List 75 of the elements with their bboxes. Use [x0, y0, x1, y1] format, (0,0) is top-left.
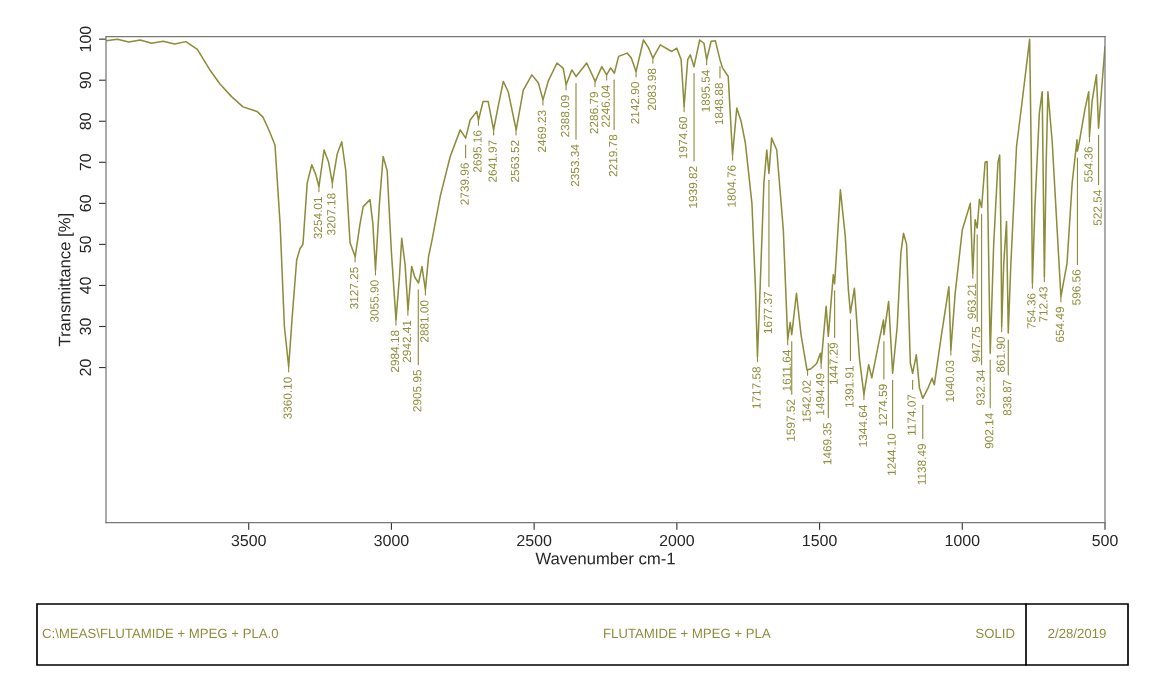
x-tick-label: 3500: [231, 534, 266, 547]
annotation: 754.36: [1027, 293, 1036, 329]
annotation: 522.54: [1093, 189, 1102, 226]
annotation: 554.36: [1084, 146, 1093, 183]
annotation: 1174.07: [907, 394, 916, 435]
annotation: 1974.60: [678, 116, 688, 159]
annotation: 947.75: [972, 326, 981, 362]
y-tick-label: 60: [79, 195, 92, 212]
annotation: 3127.25: [349, 267, 359, 309]
annotation: 2695.16: [473, 130, 482, 173]
annotation: 2984.18: [390, 330, 400, 372]
annotation: 1274.59: [878, 384, 888, 426]
annotation: 1494.49: [815, 373, 825, 415]
y-tick-label: 90: [79, 71, 92, 89]
x-axis-title: Wavenumber cm-1: [535, 552, 675, 565]
x-tick-label: 500: [1092, 534, 1118, 547]
annotation: 2469.23: [537, 110, 547, 152]
x-tick-label: 2000: [659, 534, 694, 547]
y-tick-label: 100: [79, 26, 92, 52]
y-tick-label: 40: [79, 277, 92, 294]
annotation: 596.56: [1072, 269, 1081, 305]
annotation: 2388.09: [560, 95, 570, 137]
annotation: 2563.52: [510, 140, 520, 182]
annotation: 3207.18: [327, 193, 336, 236]
text: FLUTAMIDE + MPEG + PLA: [604, 628, 771, 639]
annotation: 1344.64: [858, 404, 868, 447]
annotation: 1597.52: [786, 399, 795, 441]
y-axis-title: Transmittance [%]: [58, 214, 74, 347]
annotation: 1717.58: [752, 366, 761, 409]
annotation: 3254.01: [313, 197, 323, 239]
annotation: 2905.95: [413, 369, 422, 412]
annotation: 1804.76: [727, 165, 736, 207]
annotation: 1542.02: [802, 380, 811, 422]
annotation: 2353.34: [570, 144, 580, 187]
annotation: 963.21: [967, 283, 976, 319]
annotation: 3055.90: [370, 280, 379, 323]
annotation: 2083.98: [647, 68, 657, 111]
annotation: 2942.41: [402, 320, 412, 363]
x-tick-label: 1000: [945, 534, 980, 547]
annotation: 838.87: [1003, 380, 1012, 416]
annotation: 1391.91: [845, 365, 854, 408]
annotation: 2641.97: [488, 140, 497, 182]
annotation: 2739.96: [460, 163, 469, 205]
annotation: 1611.64: [782, 349, 791, 391]
annotation: 2881.00: [420, 300, 429, 343]
annotation: 902.14: [985, 413, 994, 449]
y-tick-label: 70: [79, 154, 92, 171]
annotation: 861.90: [996, 336, 1005, 373]
text: C:\MEAS\FLUTAMIDE + MPEG + PLA.0: [42, 628, 279, 639]
annotation: 1895.54: [701, 70, 710, 112]
x-tick-label: 2500: [517, 534, 552, 547]
x-tick-label: 3000: [374, 534, 409, 547]
annotation: 654.49: [1055, 307, 1065, 343]
y-tick-label: 20: [79, 359, 92, 376]
annotation: 1138.49: [917, 444, 926, 485]
annotation: 932.34: [976, 369, 985, 406]
annotation: 1447.29: [829, 342, 838, 385]
annotation: 1469.35: [823, 422, 832, 465]
annotation: 3360.10: [283, 377, 292, 419]
annotation: 1677.37: [763, 292, 773, 334]
annotation: 1040.03: [945, 360, 955, 402]
annotation: 1244.10: [887, 433, 896, 475]
annotation: 712.43: [1039, 286, 1048, 322]
y-tick-label: 50: [79, 236, 92, 253]
annotation: 1939.82: [688, 166, 698, 208]
annotation: 2286.79: [589, 92, 599, 134]
annotation: 2246.04: [601, 85, 610, 127]
x-tick-label: 1500: [803, 534, 837, 547]
annotation: 1848.88: [714, 83, 724, 125]
y-tick-label: 80: [79, 113, 92, 130]
annotation: 2142.90: [630, 82, 640, 124]
text: SOLID: [976, 628, 1015, 639]
y-tick-label: 30: [79, 318, 92, 335]
text: 2/28/2019: [1048, 628, 1106, 639]
annotation: 2219.78: [608, 134, 618, 177]
